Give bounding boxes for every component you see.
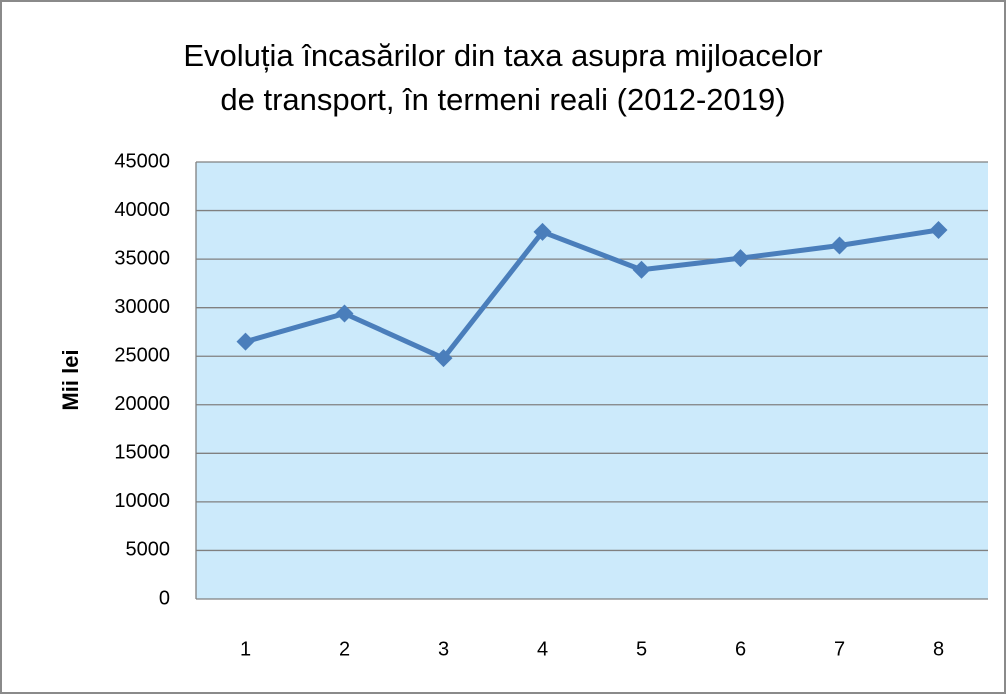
y-tick-label: 40000 [114,199,170,221]
data-point [929,220,948,239]
x-tick-label: 3 [438,638,449,660]
y-axis-label: Mii lei [58,349,83,410]
y-tick-label: 20000 [114,393,170,415]
y-tick-label: 45000 [114,150,170,172]
x-tick-label: 6 [735,638,746,660]
chart-title-line: Evoluția încasărilor din taxa asupra mij… [183,38,822,73]
x-tick-label: 8 [933,638,944,660]
data-point [632,260,651,279]
x-tick-label: 1 [240,638,251,660]
x-tick-label: 2 [339,638,350,660]
data-point [533,222,552,241]
y-tick-label: 10000 [114,490,170,512]
y-tick-label: 25000 [114,345,170,367]
data-point [434,349,453,368]
data-line [244,227,939,361]
y-tick-label: 30000 [114,296,170,318]
chart-title-line: de transport, în termeni reali (2012-201… [220,82,785,117]
x-tick-label: 4 [537,638,548,660]
x-tick-label: 5 [636,638,647,660]
y-tick-label: 35000 [114,247,170,269]
data-point [236,332,255,351]
x-tick-label: 7 [834,638,845,660]
y-tick-label: 15000 [114,442,170,464]
data-point [335,304,354,323]
y-tick-label: 5000 [126,539,171,561]
y-tick-label: 0 [159,587,170,609]
data-point [731,249,750,268]
data-point [830,236,849,255]
plot-area [196,162,988,599]
